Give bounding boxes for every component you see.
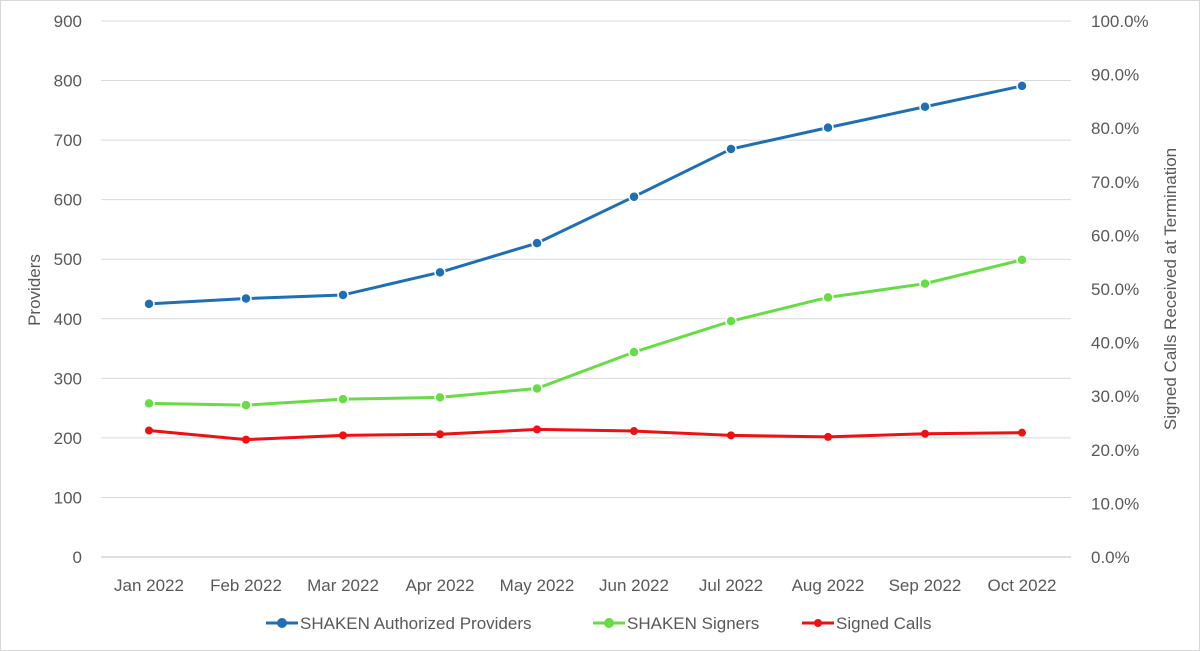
x-tick-label: Jan 2022 — [114, 576, 184, 595]
series-shaken-signers — [143, 254, 1028, 411]
data-point — [145, 426, 153, 435]
data-point — [240, 399, 252, 411]
left-tick-label: 0 — [73, 548, 82, 567]
left-tick-label: 800 — [54, 72, 82, 91]
right-tick-label: 50.0% — [1091, 280, 1139, 299]
series-line — [148, 258, 1023, 407]
data-point — [630, 427, 638, 436]
data-point — [822, 291, 834, 304]
right-axis-title: Signed Calls Received at Termination — [1161, 148, 1180, 430]
legend-item: SHAKEN Authorized Providers — [266, 614, 532, 633]
x-tick-label: Oct 2022 — [988, 576, 1057, 595]
x-tick-label: Feb 2022 — [210, 576, 282, 595]
data-point — [434, 391, 446, 404]
x-tick-label: Aug 2022 — [792, 576, 865, 595]
data-point — [337, 393, 349, 405]
series-shaken-authorized-providers — [143, 80, 1028, 310]
data-point — [337, 289, 349, 301]
left-tick-label: 700 — [54, 131, 82, 150]
left-tick-label: 600 — [54, 191, 82, 210]
data-point — [436, 430, 444, 439]
legend-swatch-marker — [277, 618, 287, 628]
legend-label: Signed Calls — [836, 614, 931, 633]
data-point — [434, 266, 446, 279]
right-tick-label: 10.0% — [1091, 494, 1139, 513]
data-point — [822, 121, 834, 134]
legend-label: SHAKEN Signers — [627, 614, 759, 633]
data-point — [339, 431, 347, 440]
legend-item: SHAKEN Signers — [593, 614, 759, 633]
left-tick-label: 500 — [54, 250, 82, 269]
x-tick-label: Apr 2022 — [406, 576, 475, 595]
left-axis-ticks: 0 100 200 300 400 500 600 700 800 900 — [54, 12, 82, 567]
series-line — [148, 84, 1023, 306]
data-point — [240, 292, 252, 305]
data-point — [1016, 254, 1028, 266]
legend-swatch-marker — [814, 619, 822, 627]
right-tick-label: 60.0% — [1091, 226, 1139, 245]
data-point — [143, 397, 155, 410]
right-tick-label: 80.0% — [1091, 119, 1139, 138]
data-point — [531, 382, 543, 395]
legend: SHAKEN Authorized Providers SHAKEN Signer… — [266, 614, 931, 633]
data-point — [242, 435, 250, 444]
right-tick-label: 70.0% — [1091, 173, 1139, 192]
left-tick-label: 900 — [54, 12, 82, 31]
series-layer — [143, 80, 1028, 444]
data-point — [531, 237, 543, 249]
data-point — [824, 432, 832, 441]
right-tick-label: 20.0% — [1091, 441, 1139, 460]
legend-label: SHAKEN Authorized Providers — [300, 614, 532, 633]
left-tick-label: 200 — [54, 429, 82, 448]
right-tick-label: 100.0% — [1091, 12, 1149, 31]
left-axis-title: Providers — [25, 254, 44, 326]
left-tick-label: 100 — [54, 488, 82, 507]
right-axis-ticks: 0.0% 10.0% 20.0% 30.0% 40.0% 50.0% 60.0% 70.0% 8… — [1091, 12, 1149, 567]
data-point — [628, 346, 640, 358]
series-signed-calls — [145, 425, 1026, 444]
data-point — [533, 425, 541, 434]
data-point — [628, 190, 640, 203]
x-tick-label: Mar 2022 — [307, 576, 379, 595]
x-tick-label: Sep 2022 — [889, 576, 962, 595]
data-point — [919, 101, 931, 113]
data-point — [1018, 428, 1026, 437]
x-tick-label: May 2022 — [500, 576, 575, 595]
left-tick-label: 300 — [54, 369, 82, 388]
data-point — [725, 143, 737, 155]
right-tick-label: 0.0% — [1091, 548, 1130, 567]
legend-item: Signed Calls — [802, 614, 931, 633]
data-point — [727, 431, 735, 440]
gridlines — [101, 20, 1071, 558]
right-tick-label: 30.0% — [1091, 387, 1139, 406]
x-axis-ticks: Jan 2022 Feb 2022 Mar 2022 Apr 2022 May 2022… — [114, 576, 1056, 595]
left-tick-label: 400 — [54, 310, 82, 329]
data-point — [921, 429, 929, 438]
right-tick-label: 40.0% — [1091, 334, 1139, 353]
x-tick-label: Jun 2022 — [599, 576, 669, 595]
legend-swatch-marker — [604, 618, 614, 628]
data-point — [725, 315, 737, 327]
series-line — [148, 427, 1023, 442]
data-point — [919, 277, 931, 290]
data-point — [143, 298, 155, 310]
x-tick-label: Jul 2022 — [699, 576, 763, 595]
right-tick-label: 90.0% — [1091, 66, 1139, 85]
data-point — [1016, 80, 1028, 92]
